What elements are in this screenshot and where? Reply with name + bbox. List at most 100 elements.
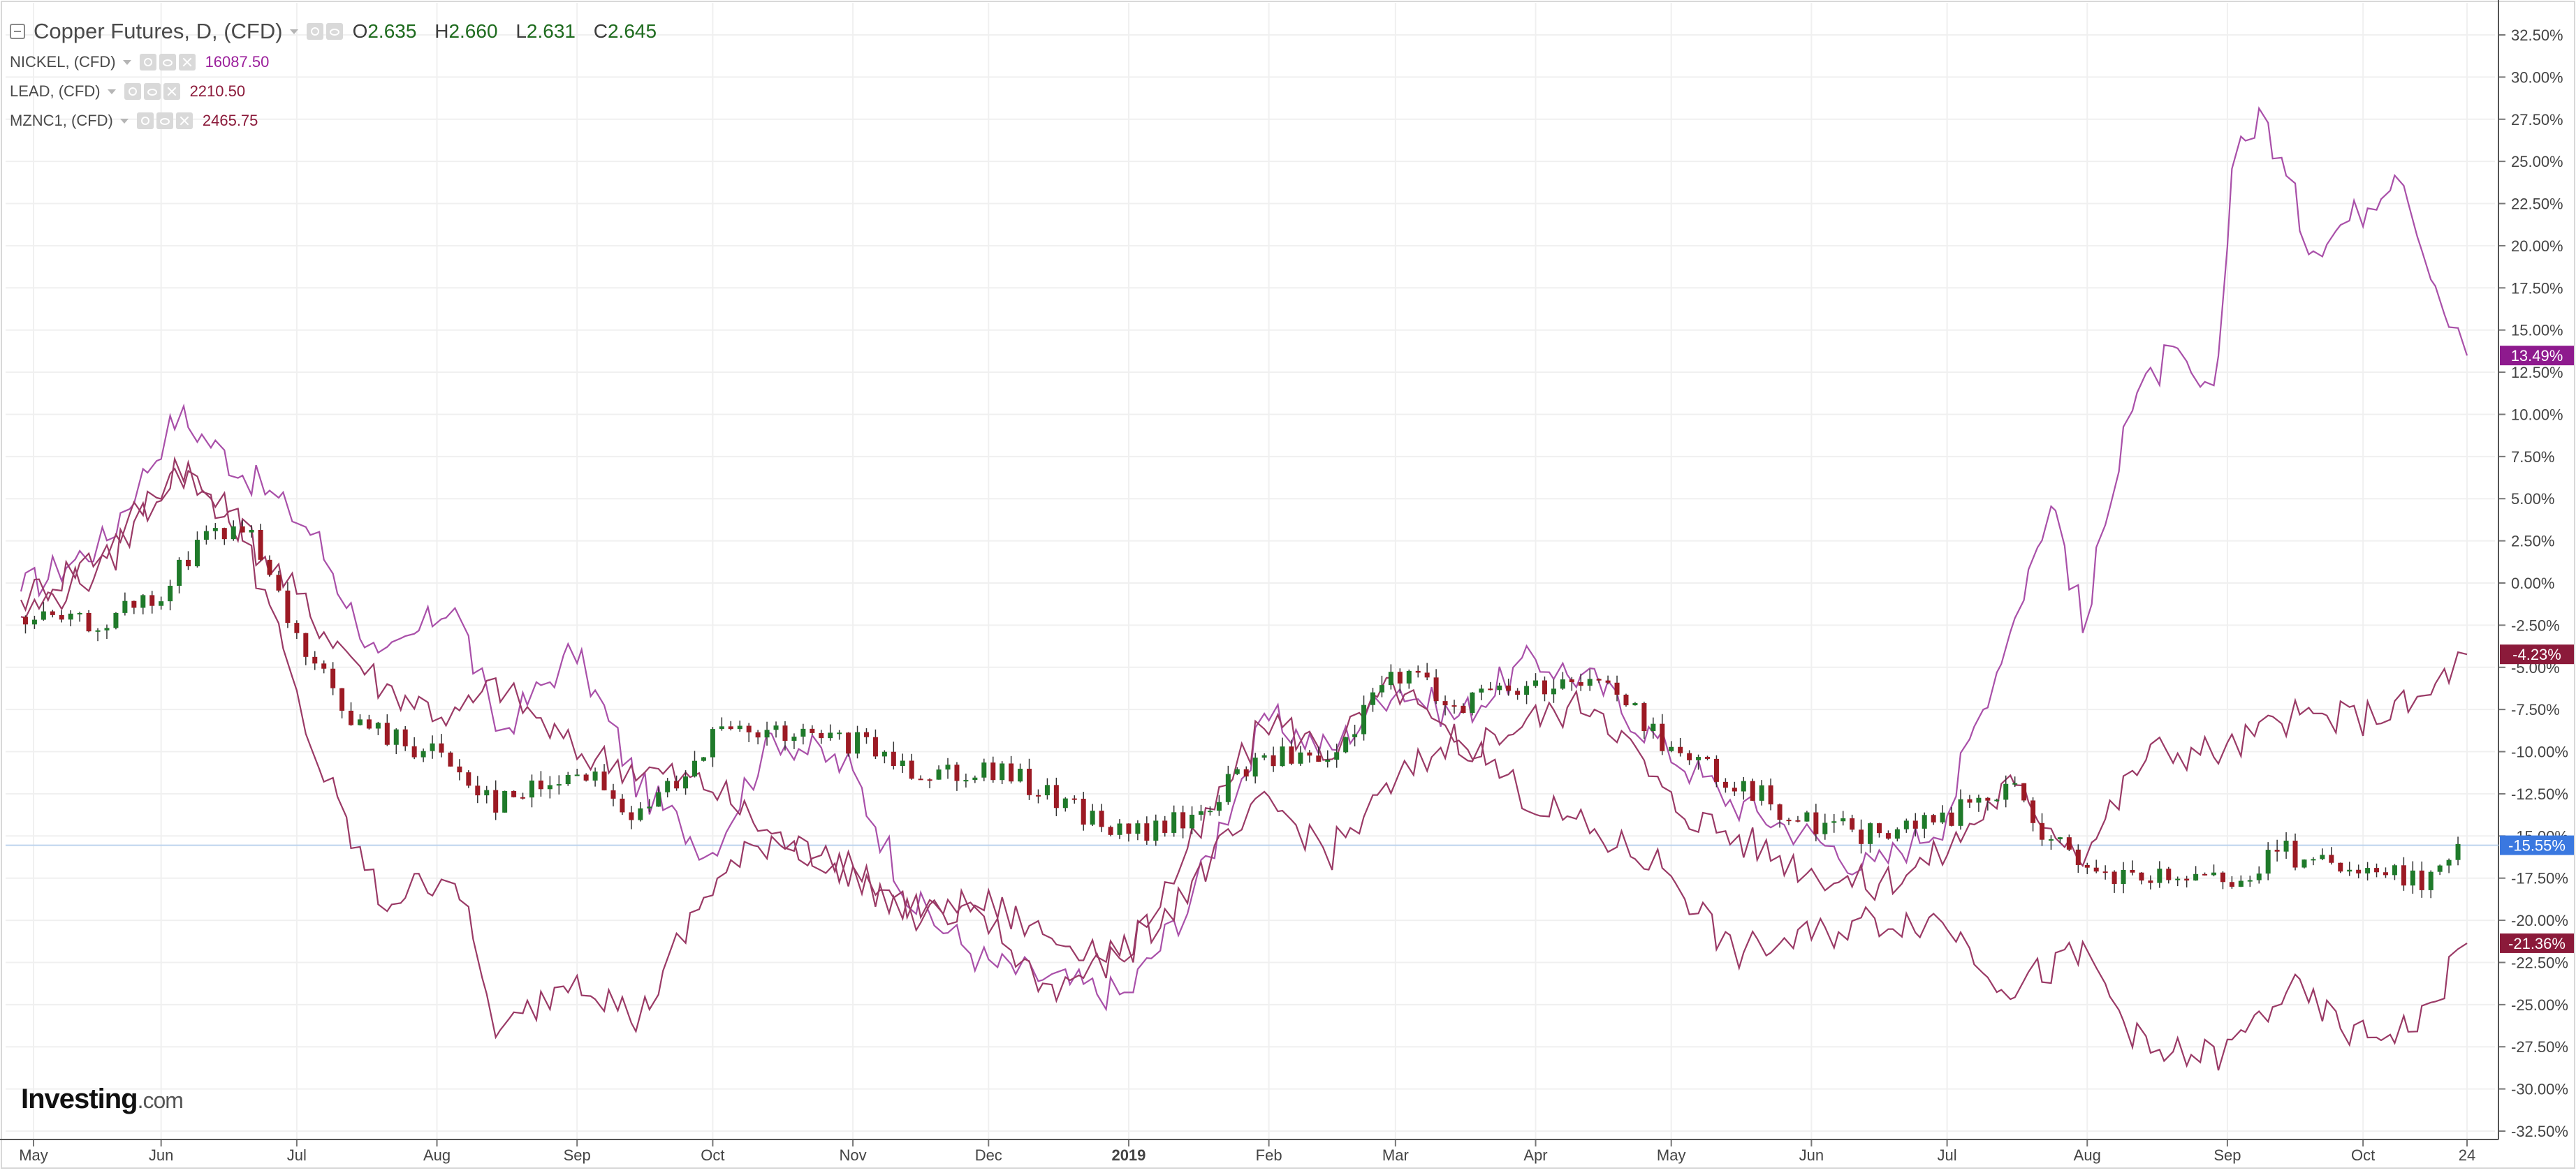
candle-body [131, 600, 137, 608]
candle-body [2084, 864, 2090, 868]
chevron-down-icon[interactable] [122, 59, 131, 65]
candle-body [1850, 818, 1855, 830]
x-tick-label: Oct [2351, 1146, 2375, 1164]
eye-icon[interactable] [159, 54, 176, 71]
candle-body [2220, 872, 2225, 883]
candle-body [258, 530, 263, 560]
zinc-series-name[interactable]: MZNC1, (CFD) [10, 112, 113, 129]
collapse-icon[interactable] [10, 24, 25, 39]
close-icon[interactable] [175, 112, 193, 129]
chevron-down-icon[interactable] [289, 29, 298, 34]
candle-body [2292, 841, 2298, 868]
candle-body [1804, 812, 1810, 822]
eye-icon[interactable] [156, 112, 173, 129]
candle-body [1316, 755, 1322, 762]
candle-body [1722, 781, 1728, 788]
candle-body [1894, 829, 1900, 839]
candle-body [95, 630, 101, 632]
settings-icon[interactable] [306, 23, 323, 40]
candle-body [1678, 746, 1683, 753]
candle-body [2148, 880, 2153, 883]
candle-body [1261, 755, 1267, 758]
candle-body [620, 798, 625, 813]
legend-row-nickel: NICKEL, (CFD) 16087.50 [10, 47, 669, 77]
candle-body [1234, 769, 1240, 774]
candle-body [1759, 785, 1764, 801]
candle-body [1859, 829, 1864, 844]
y-tick-label: 5.00% [2511, 490, 2554, 508]
y-tick-label: -2.50% [2511, 617, 2560, 634]
x-tick-label: Jul [1938, 1146, 1957, 1164]
candle-body [2329, 855, 2334, 863]
x-tick-label: May [1657, 1146, 1686, 1164]
y-tick-label: 10.00% [2511, 406, 2563, 423]
candle-body [50, 611, 55, 615]
candle-body [2075, 849, 2081, 865]
candle-body [583, 774, 589, 781]
candle-body [1090, 811, 1095, 825]
candle-body [366, 719, 372, 729]
x-tick-label: Oct [701, 1146, 724, 1164]
candle-body [574, 774, 580, 776]
candle-body [638, 808, 643, 820]
candle-body [1009, 763, 1014, 782]
settings-icon[interactable] [139, 54, 156, 71]
candle-body [2102, 871, 2108, 873]
candle-body [683, 776, 689, 789]
candle-body [1985, 797, 1991, 801]
candle-body [665, 781, 671, 792]
candle-body [1190, 814, 1195, 829]
candle-body [2374, 868, 2380, 873]
candle-body [2419, 870, 2424, 890]
settings-icon[interactable] [136, 112, 154, 129]
candle-body [1199, 811, 1204, 815]
candle-body [2446, 860, 2452, 866]
candle-body [1099, 811, 1104, 827]
candle-body [1298, 752, 1303, 764]
candle-body [203, 531, 209, 540]
candle-body [230, 526, 236, 540]
last-value-tag [2500, 346, 2574, 366]
candle-body [1868, 823, 1873, 844]
candle-body [2093, 867, 2099, 872]
candle-body [791, 737, 797, 741]
candle-body [863, 732, 869, 737]
candle-body [2030, 800, 2036, 823]
eye-icon[interactable] [325, 23, 343, 40]
candle-body [755, 732, 761, 738]
candle-body [2003, 783, 2009, 800]
last-value-label: -15.55% [2508, 837, 2566, 855]
eye-icon[interactable] [143, 83, 161, 100]
candle-body [1497, 685, 1502, 691]
candle-body [457, 766, 462, 773]
candle-body [1940, 812, 1945, 822]
main-series-title[interactable]: Copper Futures, D, (CFD) [34, 19, 283, 43]
chevron-down-icon[interactable] [107, 89, 116, 94]
candle-body [159, 601, 164, 606]
candle-body [2184, 878, 2190, 881]
settings-icon[interactable] [124, 83, 141, 100]
candle-body [828, 732, 833, 739]
x-tick-label: Feb [1256, 1146, 1282, 1164]
y-tick-label: 25.00% [2511, 153, 2563, 170]
x-tick-label: Dec [975, 1146, 1002, 1164]
candle-body [1876, 823, 1882, 834]
lead-series-name[interactable]: LEAD, (CFD) [10, 82, 101, 100]
candle-body [837, 732, 842, 735]
nickel-series-name[interactable]: NICKEL, (CFD) [10, 53, 116, 71]
candle-body [2247, 880, 2253, 882]
candle-body [1605, 680, 1611, 683]
candle-body [1180, 812, 1186, 829]
candle-body [2229, 882, 2234, 887]
chevron-down-icon[interactable] [119, 118, 129, 124]
candle-body [1641, 703, 1647, 732]
close-icon[interactable] [163, 83, 180, 100]
candle-body [629, 812, 634, 820]
candle-body [1044, 785, 1050, 796]
candle-body [466, 772, 471, 786]
candle-body [556, 784, 562, 786]
candle-body [1831, 821, 1837, 823]
series-line-mznc1 [20, 456, 2468, 1071]
close-icon[interactable] [178, 54, 196, 71]
